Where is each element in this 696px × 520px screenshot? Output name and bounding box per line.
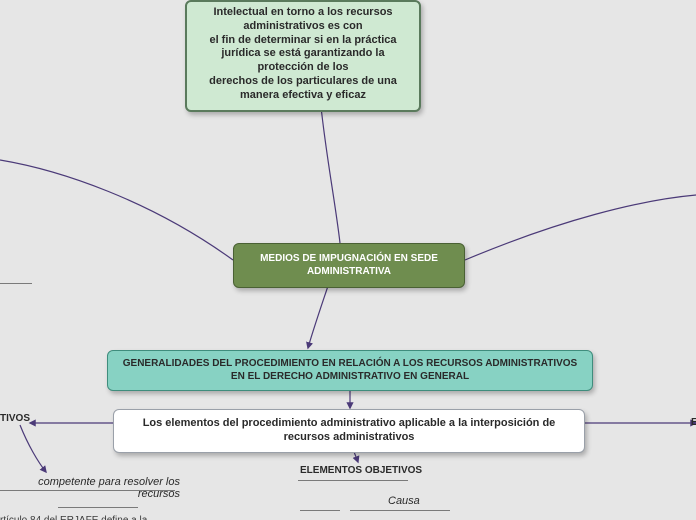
node-generalidades[interactable]: GENERALIDADES DEL PROCEDIMIENTO EN RELAC… bbox=[107, 350, 593, 391]
label-causa: Causa bbox=[388, 495, 420, 507]
label-articulo-fragment: rtículo 84 del ERJAFE define a la bbox=[0, 515, 147, 520]
rule-fragment-comp2 bbox=[58, 507, 138, 508]
rule-fragment-obj bbox=[298, 480, 408, 481]
rule-fragment-causa bbox=[350, 510, 450, 511]
node-intro-line2: el fin de determinar si en la práctica j… bbox=[195, 34, 411, 75]
fragment-label-tivos: TIVOS bbox=[0, 413, 30, 424]
connector-edge bbox=[20, 425, 46, 472]
node-generalidades-label: GENERALIDADES DEL PROCEDIMIENTO EN RELAC… bbox=[123, 358, 577, 382]
node-intro-text[interactable]: Intelectual en torno a los recursos admi… bbox=[185, 0, 421, 112]
mindmap-canvas: Intelectual en torno a los recursos admi… bbox=[0, 0, 696, 520]
connector-edge bbox=[0, 160, 233, 260]
rule-fragment-causa2 bbox=[300, 510, 340, 511]
node-root-medios[interactable]: MEDIOS DE IMPUGNACIÓN EN SEDE ADMINISTRA… bbox=[233, 243, 465, 288]
label-competente: competente para resolver los recursos bbox=[0, 476, 180, 500]
node-elementos[interactable]: Los elementos del procedimiento administ… bbox=[113, 409, 585, 453]
node-elementos-label: Los elementos del procedimiento administ… bbox=[143, 417, 556, 443]
node-intro-line1: Intelectual en torno a los recursos admi… bbox=[195, 6, 411, 34]
node-root-label: MEDIOS DE IMPUGNACIÓN EN SEDE ADMINISTRA… bbox=[260, 253, 438, 277]
connector-edge bbox=[320, 97, 340, 243]
node-intro-line3: derechos de los particulares de una mane… bbox=[195, 75, 411, 103]
fragment-label-e: E bbox=[691, 417, 696, 428]
label-elementos-objetivos: ELEMENTOS OBJETIVOS bbox=[300, 465, 422, 476]
rule-fragment-left bbox=[0, 283, 32, 284]
connector-edge bbox=[308, 280, 330, 348]
connector-edge bbox=[465, 195, 696, 260]
rule-fragment-comp bbox=[0, 490, 175, 491]
